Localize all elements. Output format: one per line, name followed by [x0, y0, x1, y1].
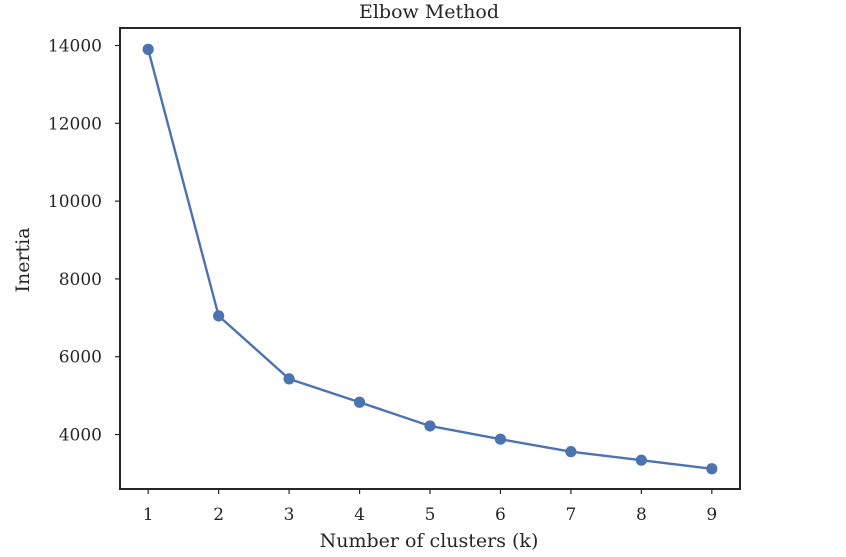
y-tick-label: 14000 [48, 37, 102, 57]
x-tick-label: 1 [143, 505, 154, 525]
y-axis: 4000 6000 8000 10000 12000 14000 [48, 37, 120, 446]
data-point [353, 396, 366, 408]
data-point [635, 454, 647, 466]
x-tick-label: 7 [565, 505, 576, 525]
y-axis-label: Inertia [12, 227, 34, 292]
x-tick-label: 4 [354, 505, 365, 525]
data-point [283, 373, 295, 385]
x-axis: 1 2 3 4 5 6 7 8 9 [143, 489, 717, 525]
y-tick-label: 6000 [59, 348, 102, 368]
x-tick-label: 6 [495, 505, 506, 525]
inertia-points [142, 43, 718, 475]
y-tick-label: 10000 [48, 192, 102, 212]
y-tick-label: 8000 [59, 270, 102, 290]
data-point [142, 43, 154, 55]
data-point [706, 463, 718, 475]
plot-area [119, 27, 741, 490]
x-axis-label: Number of clusters (k) [320, 530, 539, 552]
data-point [424, 420, 436, 432]
x-tick-label: 2 [213, 505, 224, 525]
data-point [213, 310, 225, 322]
data-point [494, 433, 507, 445]
x-tick-label: 5 [425, 505, 436, 525]
y-tick-label: 4000 [59, 426, 102, 446]
x-tick-label: 3 [284, 505, 295, 525]
x-tick-label: 8 [636, 505, 647, 525]
y-tick-label: 12000 [48, 114, 102, 134]
inertia-line [146, 48, 714, 470]
data-point [565, 446, 577, 458]
chart-title: Elbow Method [359, 1, 499, 23]
x-tick-label: 9 [706, 505, 717, 525]
